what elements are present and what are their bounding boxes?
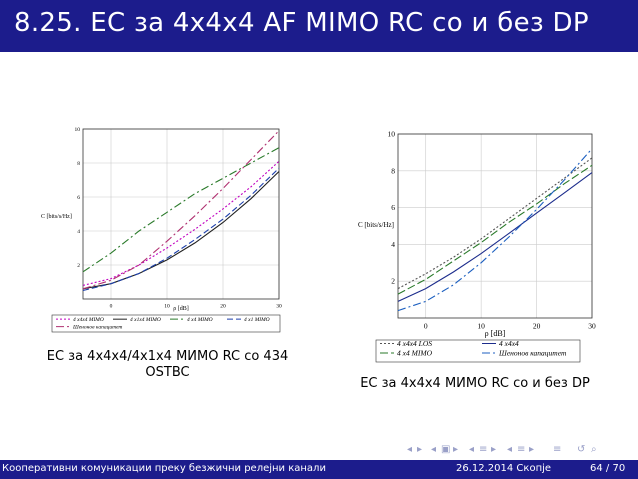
section-left-icon[interactable]: ◂ (507, 444, 513, 455)
series-line-3 (397, 148, 593, 312)
x-tick-label: 20 (533, 322, 541, 331)
y-tick-label: 6 (391, 203, 395, 212)
frame-right-icon[interactable]: ▸ (453, 444, 459, 455)
footer-page-number: 64 / 70 (590, 463, 626, 474)
footer-title: Кооперативни комуникации преку безжични … (2, 463, 326, 474)
undo-icon[interactable]: ↺ (577, 444, 586, 455)
x-tick-label: 10 (477, 322, 485, 331)
series-line-1 (82, 171, 280, 290)
series-line-4 (82, 130, 280, 290)
y-tick-label: 10 (388, 130, 396, 139)
legend-label-4: Шенонов капацитет (72, 325, 122, 331)
x-tick-label: 0 (110, 304, 113, 310)
x-tick-label: 0 (424, 322, 428, 331)
x-tick-label: 10 (164, 304, 170, 310)
beamer-navigation[interactable]: ◂ ▸ ◂ ▣ ▸ ◂ ≡ ▸ ◂ ≡ ▸ ≡ ↺ ⌕ (407, 444, 632, 456)
x-tick-label: 30 (588, 322, 596, 331)
align-icon[interactable]: ≡ (553, 444, 562, 455)
footer-date: 26.12.2014 Скопје (456, 463, 552, 474)
footer-bar: Кооперативни комуникации преку безжични … (0, 460, 638, 479)
right-x-axis-label: ρ [dB] (485, 329, 506, 338)
x-tick-label: 20 (220, 304, 226, 310)
x-tick-label: 30 (276, 304, 282, 310)
frame-icon[interactable]: ▣ (441, 444, 451, 455)
legend-label-2: 4 x4 MIMO (187, 316, 213, 323)
series-line-3 (82, 167, 280, 292)
y-tick-label: 2 (77, 263, 80, 269)
left-caption: ЕС за 4x4x4/4x1x4 МИМО RC со 434 OSTBC (46, 349, 289, 380)
subsection-right-icon[interactable]: ▸ (491, 444, 497, 455)
nav-left-icon[interactable]: ◂ (407, 444, 413, 455)
subsection-icon[interactable]: ≡ (479, 444, 488, 455)
section-icon[interactable]: ≡ (517, 444, 526, 455)
right-y-axis-label: C [bits/s/Hz] (358, 221, 394, 229)
y-tick-label: 8 (77, 161, 80, 167)
legend-label-3: Шенонов капацитет (498, 349, 567, 358)
series-line-0 (82, 160, 280, 286)
search-icon[interactable]: ⌕ (591, 444, 597, 455)
y-tick-label: 6 (77, 195, 80, 201)
frame-left-icon[interactable]: ◂ (431, 444, 437, 455)
y-tick-label: 10 (75, 127, 81, 133)
section-right-icon[interactable]: ▸ (529, 444, 535, 455)
right-chart-frame (397, 133, 593, 319)
right-legend-box (375, 339, 581, 363)
subsection-left-icon[interactable]: ◂ (469, 444, 475, 455)
legend-label-3: 4 x1 MIMO (244, 316, 270, 323)
series-line-2 (397, 164, 593, 295)
legend-label-2: 4 x4 MIMO (397, 349, 433, 358)
slide-title: 8.25. ЕС за 4x4x4 AF MIMO RC со и без DP (14, 8, 589, 38)
left-legend-box (51, 314, 281, 333)
left-x-axis-label: ρ [dB] (173, 306, 189, 312)
legend-label-0: 4 x4x4 MIMO (73, 316, 104, 323)
right-caption: ЕС за 4x4x4 МИМО RC со и без DP (360, 376, 590, 391)
series-line-0 (397, 157, 593, 290)
y-tick-label: 8 (391, 166, 395, 175)
slide-title-bar: 8.25. ЕС за 4x4x4 AF MIMO RC со и без DP (0, 0, 638, 52)
legend-label-0: 4 x4x4 LOS (397, 339, 432, 348)
y-tick-label: 2 (391, 277, 395, 286)
series-line-2 (82, 147, 280, 273)
y-tick-label: 4 (391, 240, 395, 249)
right-figure: 0 10 20 30 2 4 6 8 10 ρ [dB] C [bits/s/Hz] 4 x4… (356, 124, 602, 366)
nav-right-icon[interactable]: ▸ (417, 444, 423, 455)
left-chart: 0 10 20 30 2 4 6 8 10 ρ [dB] C [bits/s/Hz] 4 x4… (41, 127, 282, 333)
series-line-1 (397, 172, 593, 302)
legend-label-1: 4 x4x4 (499, 339, 519, 348)
y-tick-label: 4 (77, 229, 80, 235)
left-figure: 0 10 20 30 2 4 6 8 10 ρ [dB] C [bits/s/Hz] 4 x4… (38, 124, 286, 334)
left-chart-frame (82, 128, 280, 300)
legend-label-1: 4 x1x4 MIMO (130, 316, 161, 323)
right-chart: 0 10 20 30 2 4 6 8 10 ρ [dB] C [bits/s/Hz] 4 x4… (358, 130, 596, 363)
left-y-axis-label: C [bits/s/Hz] (41, 214, 72, 220)
